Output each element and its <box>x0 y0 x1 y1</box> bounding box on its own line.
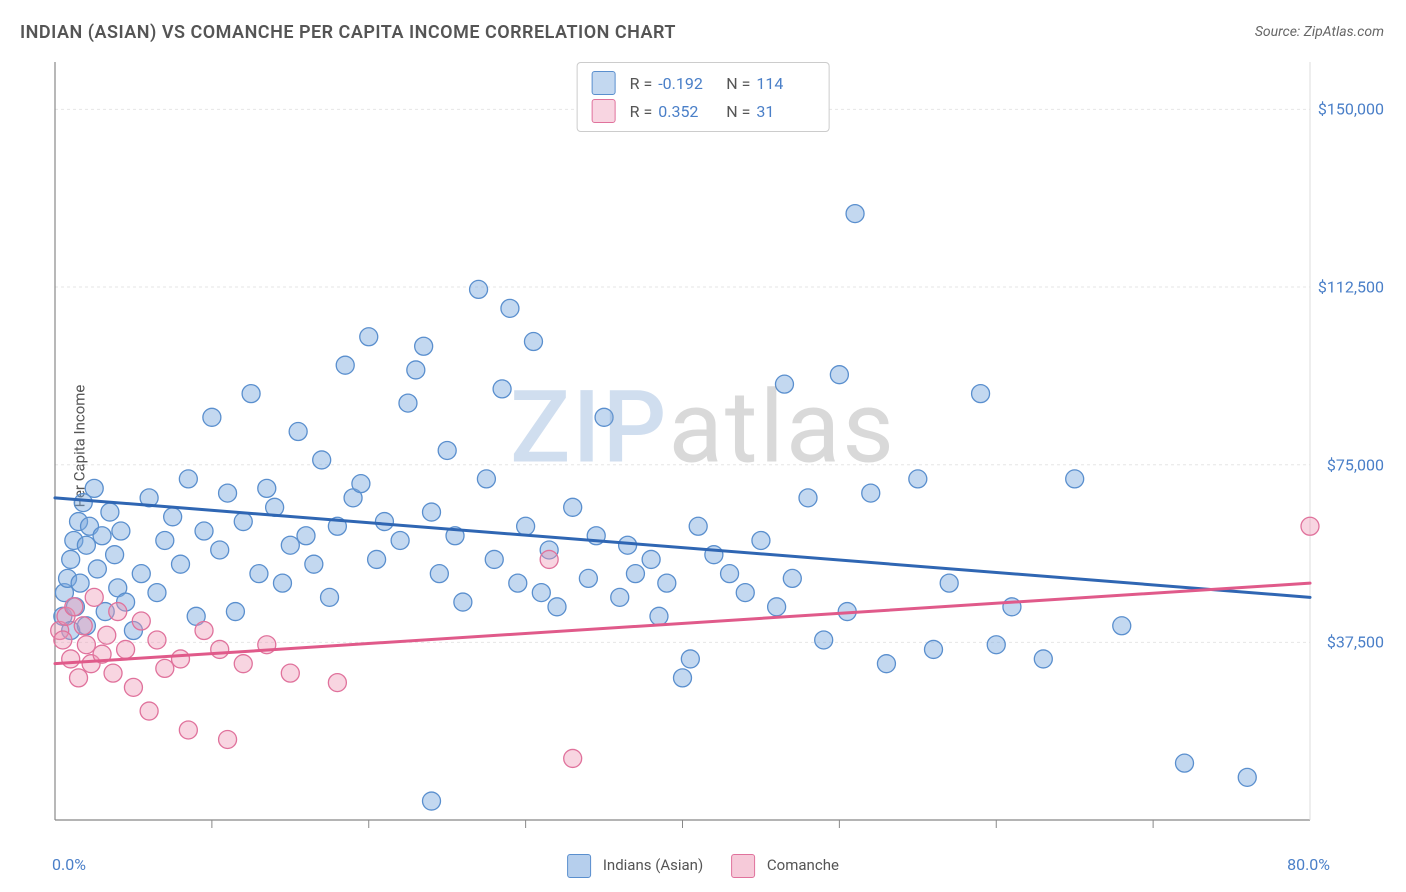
legend-swatch-1 <box>592 99 616 123</box>
legend-n-value-1: 31 <box>756 102 814 121</box>
series-swatch-0 <box>567 854 591 878</box>
legend-n-label-0: N = <box>722 74 750 93</box>
y-tick-label: $112,500 <box>1318 278 1384 297</box>
legend-r-value-0: -0.192 <box>658 74 716 93</box>
legend-r-label-1: R = <box>630 102 653 121</box>
chart-container: INDIAN (ASIAN) VS COMANCHE PER CAPITA IN… <box>0 0 1406 892</box>
correlation-legend: R = -0.192 N = 114 R = 0.352 N = 31 <box>577 62 830 132</box>
series-legend-item-1: Comanche <box>731 854 839 878</box>
chart-svg <box>0 0 1406 892</box>
series-legend: Indians (Asian) Comanche <box>567 854 839 878</box>
legend-swatch-0 <box>592 71 616 95</box>
x-tick-label: 80.0% <box>1287 855 1330 874</box>
legend-row-1: R = 0.352 N = 31 <box>592 97 815 125</box>
series-swatch-1 <box>731 854 755 878</box>
x-tick-label: 0.0% <box>52 855 86 874</box>
y-tick-label: $150,000 <box>1318 100 1384 119</box>
series-legend-item-0: Indians (Asian) <box>567 854 703 878</box>
legend-r-label-0: R = <box>630 74 653 93</box>
legend-r-value-1: 0.352 <box>658 102 716 121</box>
y-tick-label: $75,000 <box>1327 455 1384 474</box>
legend-n-label-1: N = <box>722 102 750 121</box>
legend-n-value-0: 114 <box>756 74 814 93</box>
series-label-1: Comanche <box>767 856 839 874</box>
series-label-0: Indians (Asian) <box>603 856 703 874</box>
legend-row-0: R = -0.192 N = 114 <box>592 69 815 97</box>
y-tick-label: $37,500 <box>1327 633 1384 652</box>
